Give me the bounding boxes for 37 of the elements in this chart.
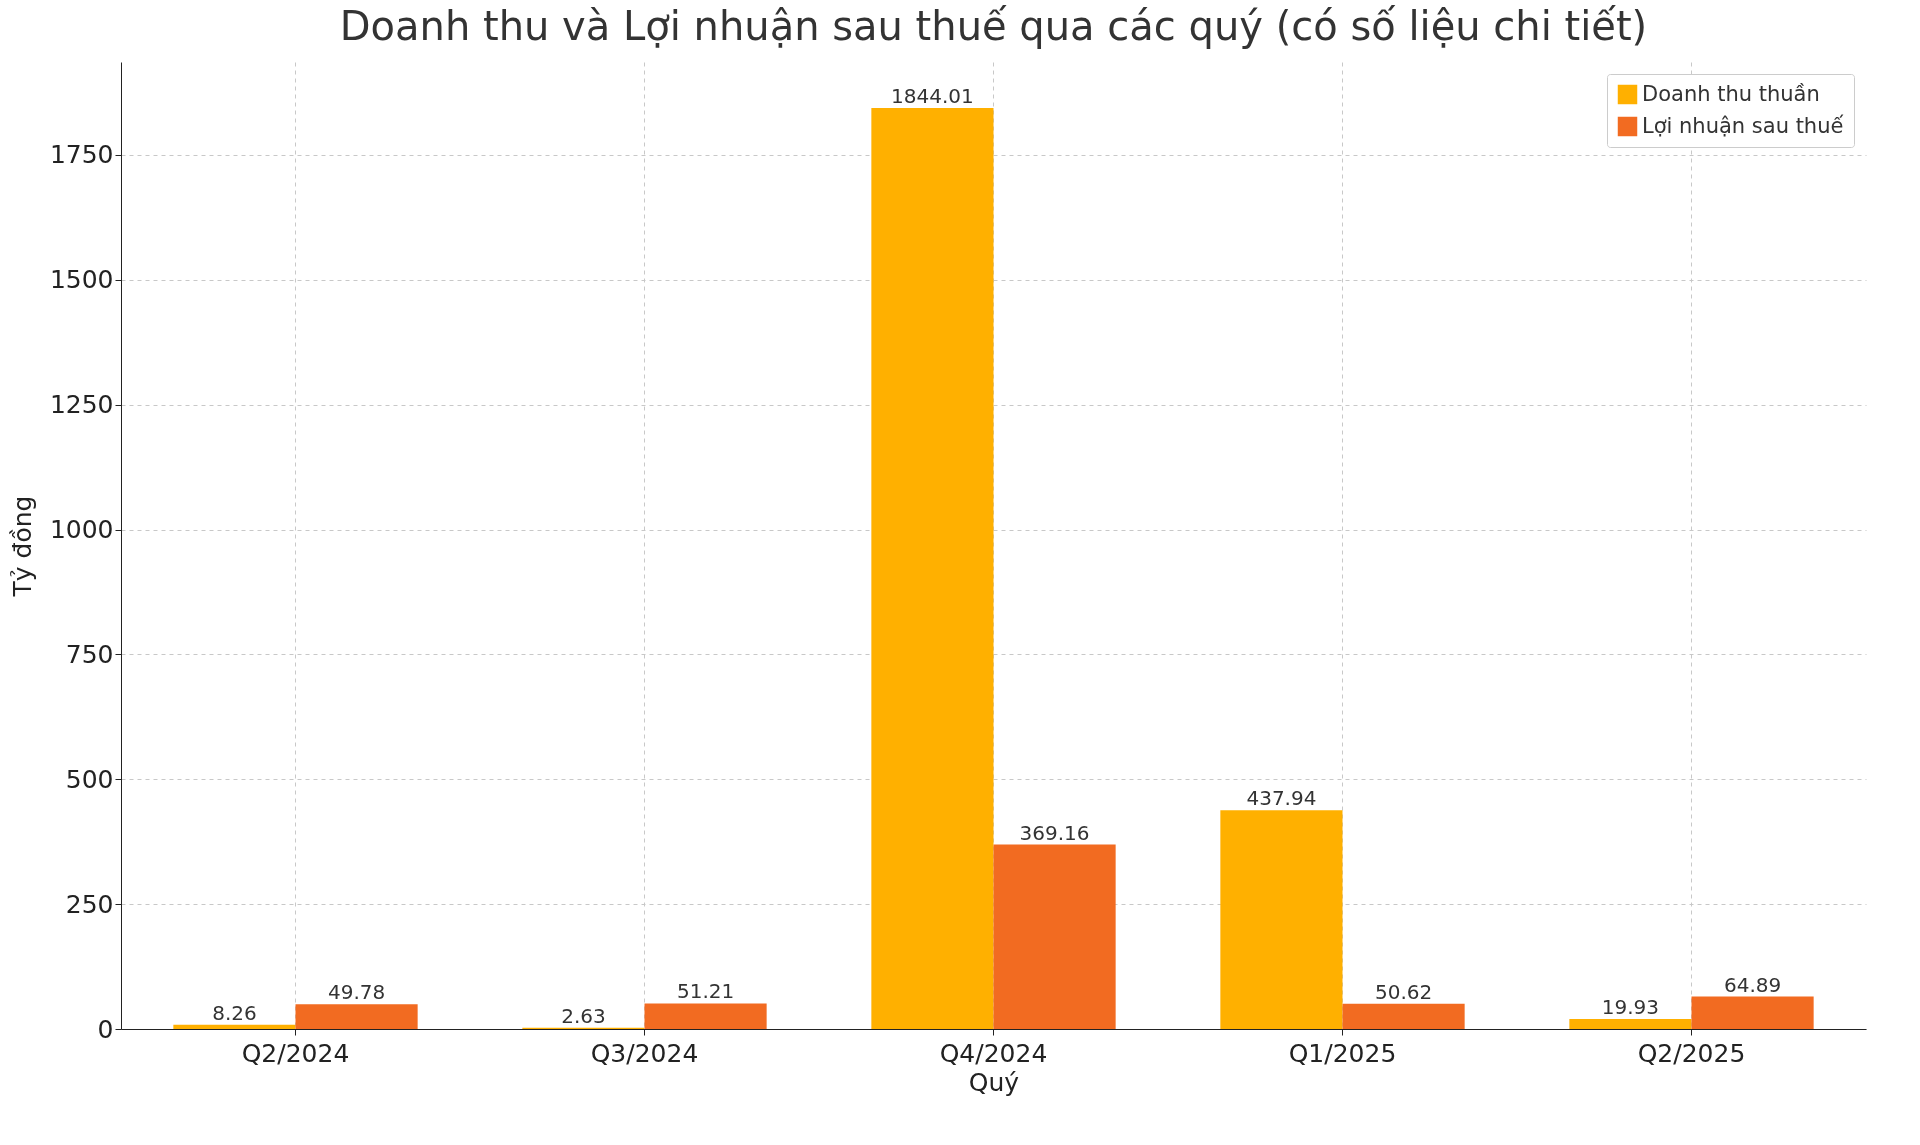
- y-tick-label: 1500: [49, 265, 114, 295]
- bar: [1691, 996, 1814, 1029]
- chart-title: Doanh thu và Lợi nhuận sau thuế qua các quý (có số liệu chi tiết): [339, 3, 1648, 49]
- bar: [295, 1004, 418, 1029]
- bar: [173, 1024, 296, 1029]
- bar: [993, 844, 1116, 1029]
- data-label: 1844.01: [891, 83, 974, 108]
- y-tick-label: 750: [65, 639, 114, 669]
- data-label: 64.89: [1723, 972, 1782, 997]
- data-label: 19.93: [1601, 995, 1660, 1020]
- data-label: 437.94: [1246, 786, 1317, 811]
- legend-label: Lợi nhuận sau thuế: [1642, 113, 1844, 138]
- bar: [1220, 810, 1343, 1029]
- data-label: 2.63: [561, 1003, 606, 1028]
- data-label: 50.62: [1374, 979, 1433, 1004]
- legend-label: Doanh thu thuần: [1642, 81, 1820, 106]
- bar: [1569, 1019, 1692, 1029]
- data-label: 8.26: [212, 1000, 257, 1025]
- y-tick-label: 1750: [49, 140, 114, 170]
- bar: [644, 1003, 767, 1029]
- x-tick-label: Q3/2024: [590, 1038, 699, 1068]
- bar: [1342, 1003, 1465, 1029]
- x-axis-title: Quý: [968, 1067, 1020, 1097]
- data-label: 51.21: [676, 979, 735, 1004]
- y-tick-label: 1250: [49, 390, 114, 420]
- x-tick-label: Q2/2024: [241, 1038, 350, 1068]
- bar: [871, 107, 994, 1029]
- x-tick-label: Q2/2025: [1637, 1038, 1746, 1068]
- x-tick-label: Q4/2024: [939, 1038, 1048, 1068]
- data-label: 49.78: [327, 980, 386, 1005]
- y-axis-title: Tỷ đồng: [7, 495, 37, 598]
- y-tick-label: 250: [65, 889, 114, 919]
- y-tick-label: 0: [97, 1014, 114, 1044]
- x-tick-label: Q1/2025: [1288, 1038, 1397, 1068]
- y-tick-label: 1000: [49, 515, 114, 545]
- y-tick-label: 500: [65, 764, 114, 794]
- data-label: 369.16: [1019, 820, 1090, 845]
